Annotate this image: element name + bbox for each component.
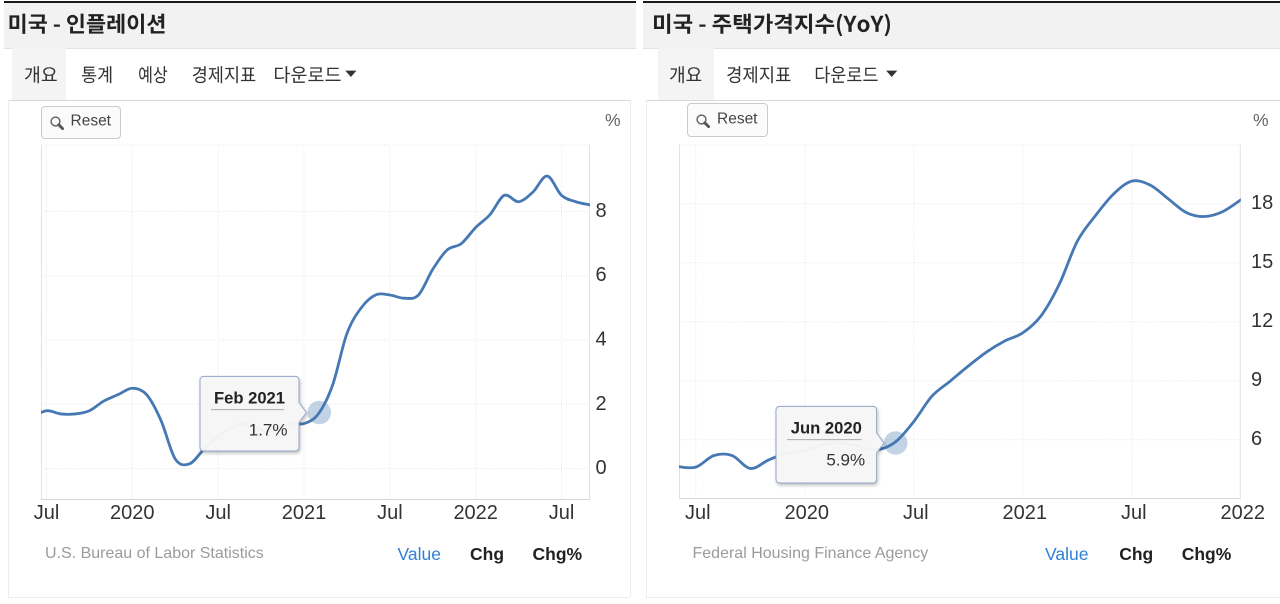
svg-text:15: 15 xyxy=(1251,251,1273,273)
svg-text:8: 8 xyxy=(596,200,607,222)
svg-text:2021: 2021 xyxy=(1003,502,1048,524)
svg-text:Jul: Jul xyxy=(903,502,929,524)
svg-text:2020: 2020 xyxy=(110,502,155,524)
svg-text:Jul: Jul xyxy=(1121,502,1147,524)
svg-text:5.9%: 5.9% xyxy=(826,450,865,469)
svg-text:12: 12 xyxy=(1251,310,1273,332)
svg-text:Jul: Jul xyxy=(685,502,711,524)
svg-text:Jul: Jul xyxy=(34,502,60,524)
svg-text:2: 2 xyxy=(596,393,607,415)
svg-text:4: 4 xyxy=(596,329,607,351)
svg-text:2020: 2020 xyxy=(785,502,830,524)
svg-text:Jun 2020: Jun 2020 xyxy=(791,418,862,437)
svg-text:6: 6 xyxy=(596,264,607,286)
svg-text:9: 9 xyxy=(1251,369,1262,391)
svg-text:Jul: Jul xyxy=(205,502,231,524)
svg-text:2022: 2022 xyxy=(1221,502,1266,524)
svg-text:18: 18 xyxy=(1251,192,1273,214)
svg-text:0: 0 xyxy=(596,457,607,479)
svg-text:Jul: Jul xyxy=(377,502,403,524)
svg-text:Jul: Jul xyxy=(549,502,575,524)
svg-text:2022: 2022 xyxy=(453,502,498,524)
svg-text:Feb 2021: Feb 2021 xyxy=(214,388,285,407)
svg-text:6: 6 xyxy=(1251,428,1262,450)
svg-text:2021: 2021 xyxy=(282,502,327,524)
svg-text:1.7%: 1.7% xyxy=(249,420,288,439)
